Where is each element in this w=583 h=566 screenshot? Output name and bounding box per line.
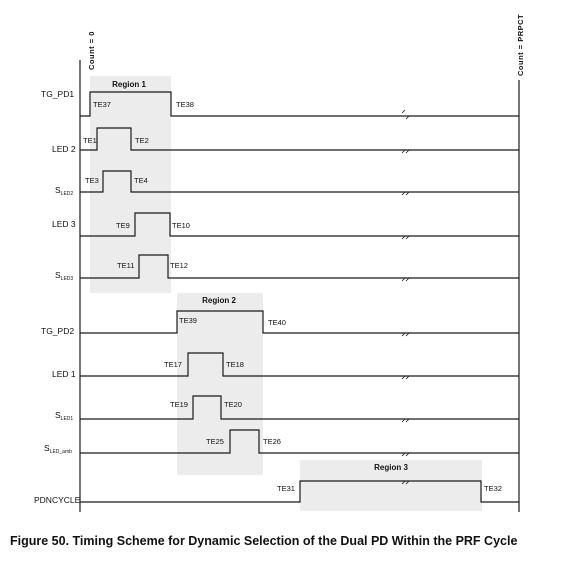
region-3-label: Region 3: [374, 463, 408, 472]
te38-label: TE38: [176, 100, 194, 109]
waveform-led1: [80, 352, 519, 377]
te32-label: TE32: [484, 484, 502, 493]
count-zero-label: Count = 0: [87, 31, 96, 70]
signal-label-s-led-amb: SLED_amb: [44, 443, 72, 455]
region-1-label: Region 1: [112, 80, 146, 89]
te12-label: TE12: [170, 261, 188, 270]
signal-label-tg-pd1: TG_PD1: [41, 89, 74, 99]
region-3-box: [300, 460, 482, 511]
signal-label-led1: LED 1: [52, 369, 76, 379]
region-2-box: [177, 293, 263, 475]
signal-label-tg-pd2: TG_PD2: [41, 326, 74, 336]
figure-caption: Figure 50. Timing Scheme for Dynamic Sel…: [10, 534, 518, 548]
waveform-s-led3: [80, 254, 519, 279]
waveform-s-led1: [80, 395, 519, 420]
signal-label-s-led2: SLED2: [55, 185, 73, 197]
te40-label: TE40: [268, 318, 286, 327]
te4-label: TE4: [134, 176, 148, 185]
te10-label: TE10: [172, 221, 190, 230]
te2-label: TE2: [135, 136, 149, 145]
time-break-marks: [401, 109, 410, 485]
signal-label-led2: LED 2: [52, 144, 76, 154]
signal-label-s-led1: SLED1: [55, 410, 73, 422]
te26-label: TE26: [263, 437, 281, 446]
te19-label: TE19: [170, 400, 188, 409]
te18-label: TE18: [226, 360, 244, 369]
te1-label: TE1: [83, 136, 97, 145]
waveform-tg-pd1: [80, 91, 519, 117]
te3-label: TE3: [85, 176, 99, 185]
region-2-label: Region 2: [202, 296, 236, 305]
waveform-pdncycle: [80, 480, 519, 503]
signal-label-led3: LED 3: [52, 219, 76, 229]
te25-label: TE25: [206, 437, 224, 446]
signal-label-s-led3: SLED3: [55, 270, 73, 282]
te37-label: TE37: [93, 100, 111, 109]
te31-label: TE31: [277, 484, 295, 493]
te39-label: TE39: [179, 316, 197, 325]
te17-label: TE17: [164, 360, 182, 369]
waveform-tg-pd2: [80, 310, 519, 334]
waveform-s-led-amb: [80, 429, 519, 454]
signal-label-pdncycle: PDNCYCLE: [34, 495, 81, 505]
waveform-led2: [80, 127, 519, 151]
te11-label: TE11: [117, 261, 134, 270]
waveform-s-led2: [80, 170, 519, 193]
te20-label: TE20: [224, 400, 242, 409]
te9-label: TE9: [116, 221, 130, 230]
count-end-label: Count = PRPCT: [516, 14, 525, 76]
waveform-led3: [80, 212, 519, 237]
